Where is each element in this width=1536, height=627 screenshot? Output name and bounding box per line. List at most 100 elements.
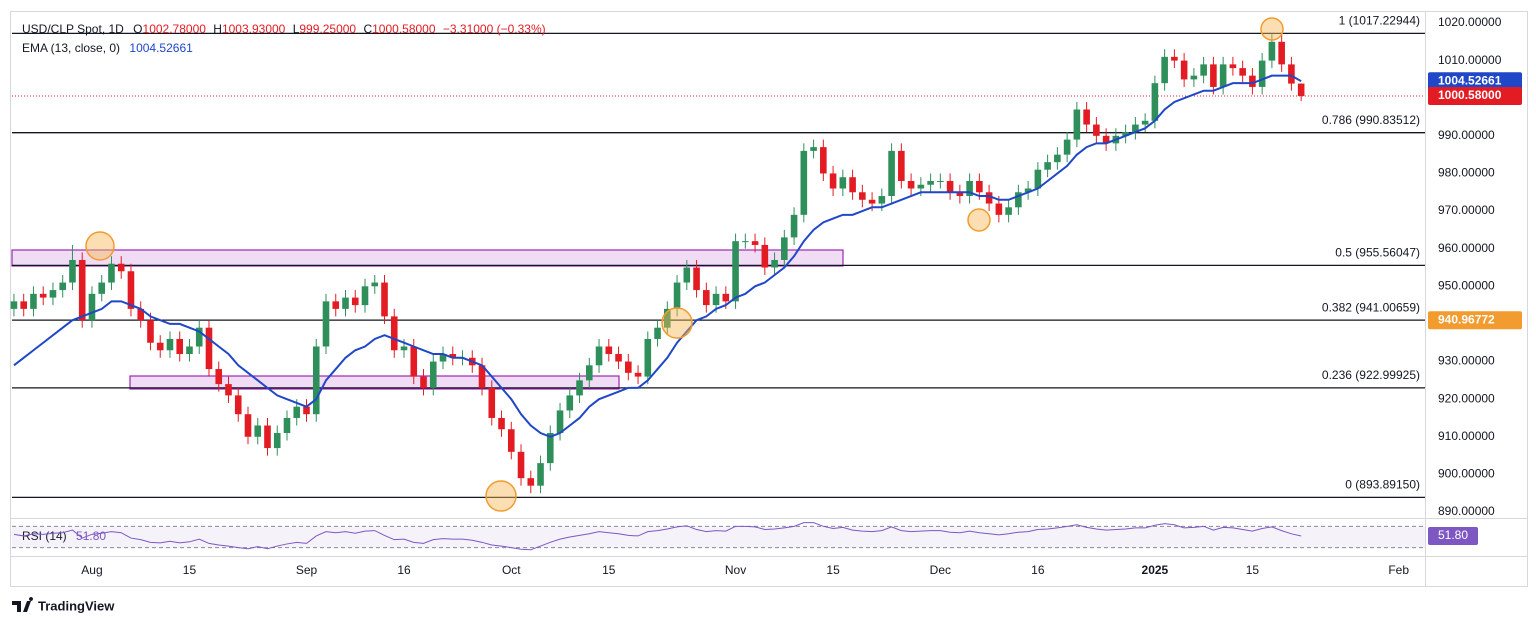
candle-body bbox=[1054, 154, 1061, 163]
candle-body bbox=[78, 259, 86, 321]
annotations bbox=[85, 17, 1284, 512]
candle-body bbox=[693, 267, 700, 291]
candle-body bbox=[927, 180, 934, 185]
candle-body bbox=[1044, 162, 1051, 170]
field-value: 1003.93000 bbox=[222, 22, 286, 36]
candle-body bbox=[820, 147, 827, 174]
candle-body bbox=[303, 406, 310, 415]
field-key: L bbox=[293, 22, 300, 36]
x-tick-label: Aug bbox=[81, 563, 102, 577]
ema-value: 1004.52661 bbox=[129, 41, 193, 55]
y-tick-label: 890.00000 bbox=[1438, 504, 1495, 518]
candle-body bbox=[195, 327, 203, 347]
support-zone bbox=[129, 375, 620, 390]
candle-body bbox=[1034, 169, 1042, 189]
candle-body bbox=[1015, 192, 1022, 208]
candle-body bbox=[449, 354, 457, 358]
candle-body bbox=[1102, 135, 1110, 144]
field-value: 1002.78000 bbox=[143, 22, 207, 36]
field-key: H bbox=[213, 22, 222, 36]
candle-body bbox=[30, 293, 37, 309]
candle-body bbox=[1063, 139, 1071, 155]
price-badge-text: 1000.58000 bbox=[1438, 88, 1502, 102]
candle-body bbox=[420, 376, 427, 388]
y-tick-label: 990.00000 bbox=[1438, 128, 1495, 142]
candle-body bbox=[556, 410, 564, 434]
candle-body bbox=[1141, 120, 1149, 125]
candle-body bbox=[878, 196, 886, 204]
x-tick-label: 15 bbox=[183, 563, 197, 577]
highlight-circle bbox=[1260, 17, 1284, 41]
candle-body bbox=[956, 192, 964, 197]
candle-body bbox=[59, 282, 67, 291]
candle-body bbox=[722, 293, 730, 302]
candle-body bbox=[400, 346, 408, 351]
candle-body bbox=[498, 417, 505, 430]
highlight-circle bbox=[85, 231, 115, 261]
candle-body bbox=[1024, 188, 1032, 193]
x-tick-label: 16 bbox=[1031, 563, 1045, 577]
fib-label: 1 (1017.22944) bbox=[1339, 14, 1420, 28]
x-tick-label: 15 bbox=[826, 563, 840, 577]
candle-body bbox=[1297, 83, 1305, 97]
candle-body bbox=[127, 271, 135, 309]
candle-body bbox=[937, 180, 944, 182]
candle-body bbox=[712, 293, 720, 306]
candle-body bbox=[293, 406, 301, 418]
candle-body bbox=[312, 346, 320, 415]
price-badge bbox=[1428, 311, 1522, 330]
y-tick-label: 1010.00000 bbox=[1438, 53, 1502, 67]
x-tick-label: Nov bbox=[725, 563, 746, 577]
resistance-zone bbox=[11, 249, 844, 267]
candle-body bbox=[849, 177, 856, 193]
candle-body bbox=[859, 192, 866, 200]
x-tick-label: 16 bbox=[397, 563, 411, 577]
candle-body bbox=[88, 293, 96, 321]
rsi-badge-text: 51.80 bbox=[1438, 528, 1468, 542]
x-tick-label: Feb bbox=[1388, 563, 1409, 577]
candle-body bbox=[1093, 124, 1100, 136]
field-key: O bbox=[133, 22, 142, 36]
y-tick-label: 1020.00000 bbox=[1438, 15, 1502, 29]
highlight-circle bbox=[661, 307, 693, 339]
candle-body bbox=[790, 214, 798, 238]
ema-line bbox=[13, 74, 1302, 438]
candle-body bbox=[49, 290, 57, 298]
candle-body bbox=[137, 308, 145, 321]
y-tick-label: 950.00000 bbox=[1438, 278, 1495, 292]
x-tick-label: Oct bbox=[502, 563, 521, 577]
candle-body bbox=[907, 180, 915, 189]
fib-label: 0.236 (922.99925) bbox=[1322, 368, 1420, 382]
candle-body bbox=[839, 177, 847, 189]
candle-body bbox=[1005, 207, 1012, 215]
candle-body bbox=[1171, 56, 1178, 61]
candle-body bbox=[1200, 64, 1207, 76]
candle-body bbox=[1288, 64, 1295, 84]
fib-label: 0.382 (941.00659) bbox=[1322, 300, 1420, 314]
plot bbox=[10, 32, 1425, 499]
candle-body bbox=[244, 414, 252, 437]
candle-body bbox=[566, 395, 574, 411]
candle-body bbox=[507, 429, 515, 452]
rsi-value: 51.80 bbox=[76, 529, 106, 543]
candle-body bbox=[888, 150, 895, 197]
y-tick-label: 960.00000 bbox=[1438, 241, 1495, 255]
candle-body bbox=[898, 150, 905, 181]
x-tick-label: 2025 bbox=[1142, 563, 1169, 577]
candle-body bbox=[225, 384, 232, 396]
candle-body bbox=[488, 387, 496, 418]
candle-body bbox=[371, 282, 379, 287]
candle-body bbox=[429, 361, 437, 388]
candle-body bbox=[537, 463, 544, 486]
candle-body bbox=[117, 263, 125, 272]
candle-body bbox=[1161, 56, 1168, 84]
candle-body bbox=[156, 342, 164, 351]
x-tick-label: Sep bbox=[296, 563, 318, 577]
candle-body bbox=[1073, 109, 1081, 140]
candle-body bbox=[966, 180, 973, 197]
change: −3.31000 (−0.33%) bbox=[443, 22, 546, 36]
candle-body bbox=[108, 263, 115, 283]
candle-body bbox=[781, 237, 788, 260]
candle-body bbox=[283, 417, 291, 434]
candle-body bbox=[10, 301, 18, 309]
